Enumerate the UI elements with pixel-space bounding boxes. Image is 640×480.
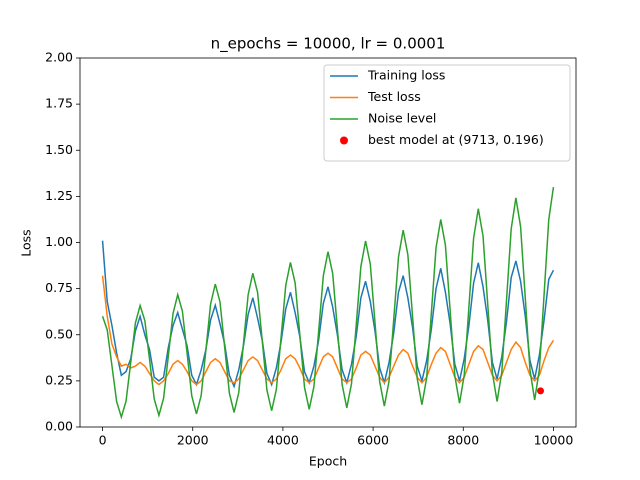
plot-frame: [79, 57, 577, 428]
x-tick-label: 10000: [534, 433, 574, 448]
x-tick-label: 4000: [267, 433, 299, 448]
y-tick-label: 1.25: [45, 188, 73, 203]
legend-box: [323, 64, 571, 162]
chart-title: n_epochs = 10000, lr = 0.0001: [211, 35, 446, 54]
y-tick-label: 0.25: [45, 372, 73, 387]
x-tick-label: 2000: [177, 433, 209, 448]
x-tick-label: 0: [99, 433, 107, 448]
y-tick-label: 1.50: [45, 142, 73, 157]
y-tick-label: 2.00: [45, 50, 73, 65]
y-tick-label: 1.75: [45, 96, 73, 111]
y-tick-label: 0.50: [45, 326, 73, 341]
legend-label: Test loss: [367, 89, 421, 104]
x-axis-label: Epoch: [309, 454, 347, 469]
x-tick-label: 6000: [357, 433, 389, 448]
scatter-point: [537, 387, 545, 395]
y-axis-label: Loss: [19, 229, 34, 256]
legend-label: Training loss: [367, 68, 445, 83]
y-tick-label: 0.00: [45, 419, 73, 434]
series-line: [101, 275, 555, 386]
legend-marker: [340, 136, 348, 145]
y-tick-label: 0.75: [45, 280, 73, 295]
legend-label: best model at (9713, 0.196): [368, 132, 544, 147]
series-line: [101, 240, 555, 389]
series-line: [101, 187, 555, 420]
y-tick-label: 1.00: [45, 234, 73, 249]
legend-label: Noise level: [368, 111, 436, 126]
x-tick-label: 8000: [447, 433, 479, 448]
